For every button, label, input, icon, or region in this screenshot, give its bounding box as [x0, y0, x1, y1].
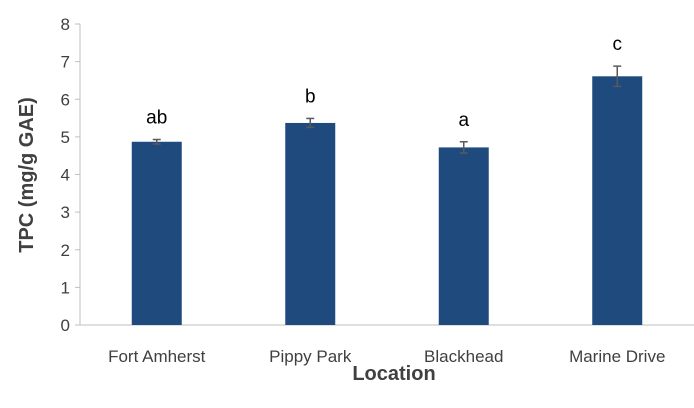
x-tick-label: Blackhead [424, 347, 503, 366]
x-tick-label: Pippy Park [269, 347, 352, 366]
bar-pippy-park [285, 122, 336, 325]
x-axis-title: Location [352, 363, 435, 385]
significance-label: c [613, 34, 623, 55]
y-tick-label: 7 [61, 53, 70, 72]
significance-label: a [458, 110, 469, 131]
x-tick-label: Marine Drive [569, 347, 665, 366]
bar-blackhead [438, 147, 489, 325]
error-bar [152, 138, 161, 145]
y-tick-label: 0 [61, 316, 70, 335]
significance-labels: ab b a c [146, 34, 622, 131]
error-bar [306, 117, 315, 129]
y-tick-label: 1 [61, 278, 70, 297]
y-axis-ticks: 0 1 2 3 4 5 6 7 8 [61, 15, 80, 335]
y-tick-label: 5 [61, 128, 70, 147]
y-axis-title: TPC (mg/g GAE) [16, 97, 38, 253]
y-tick-label: 6 [61, 90, 70, 109]
error-bar [459, 141, 468, 154]
error-bars [152, 65, 622, 154]
y-tick-label: 2 [61, 241, 70, 260]
significance-label: ab [146, 108, 167, 129]
y-tick-label: 3 [61, 203, 70, 222]
y-tick-label: 4 [61, 166, 70, 185]
error-bar [613, 65, 622, 88]
significance-label: b [305, 86, 316, 107]
category-labels: Fort Amherst Pippy Park Blackhead Marine Dr… [108, 347, 665, 366]
bars [131, 76, 643, 325]
x-tick-label: Fort Amherst [108, 347, 206, 366]
y-tick-label: 8 [61, 15, 70, 34]
bar-fort-amherst [131, 141, 182, 325]
bar-marine-drive [592, 76, 643, 325]
